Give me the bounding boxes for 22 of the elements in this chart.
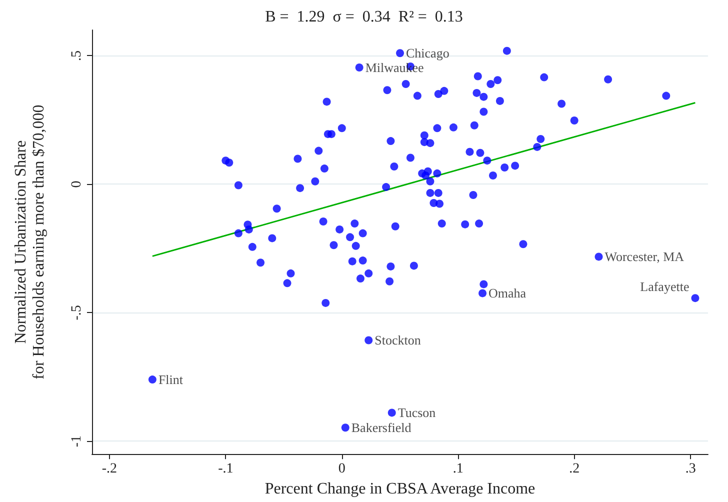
x-axis-title: Percent Change in CBSA Average Income [264,480,536,498]
annotation: Lafayette [640,279,690,294]
y-tick-label: .5 [70,50,84,61]
annotation: Milwaukee [365,60,424,76]
y-tick-label: 0 [70,180,84,188]
x-tick-label: 0 [338,462,346,477]
x-tick-label: .3 [685,462,696,477]
x-tick-label: -.2 [102,462,118,477]
y-axis-title: Normalized Urbanization Share for Households earning more than $70,000 [12,104,48,380]
annotation: Tucson [398,405,436,420]
annotation: Flint [158,372,184,388]
x-tick-label: -.1 [218,462,234,477]
chart-title: B = 1.29 σ = 0.34 R² = 0.13 [265,8,463,26]
y-tick-label: -1 [70,435,84,448]
annotation: Omaha [488,286,526,301]
annotation: Worcester, MA [604,249,685,264]
y-tick-label: -.5 [70,305,84,320]
annotation: Chicago [406,46,450,61]
annotation: Bakersfield [351,420,412,436]
x-tick-label: .1 [452,462,464,477]
annotation: Stockton [374,332,422,348]
x-tick-label: .2 [569,462,580,477]
